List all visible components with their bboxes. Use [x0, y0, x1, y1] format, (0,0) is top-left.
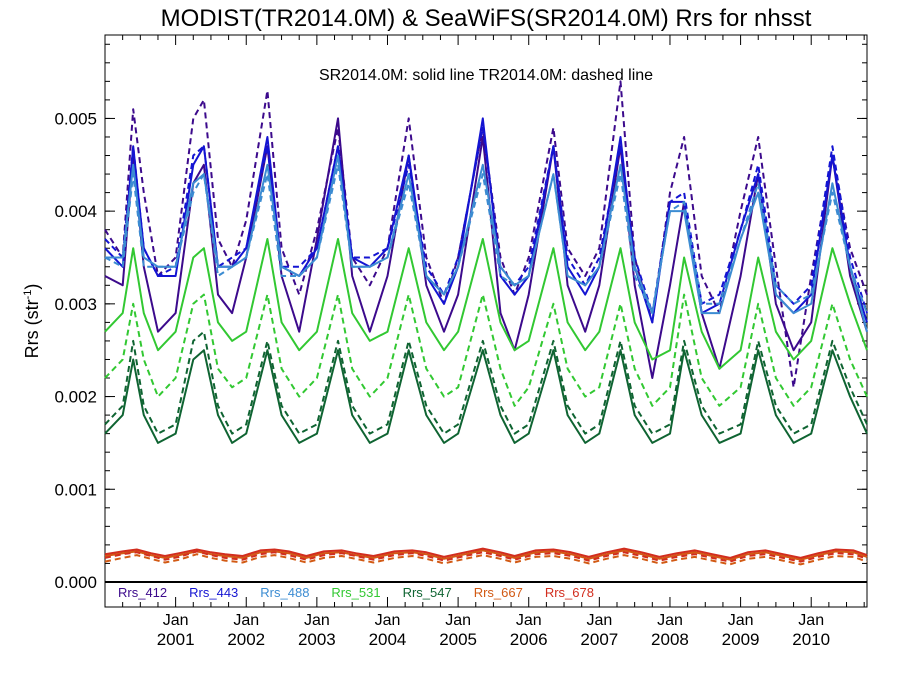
- x-tick-year-label: 2007: [580, 630, 618, 649]
- x-tick-month-label: Jan: [445, 612, 471, 629]
- y-tick-label: 0.004: [54, 202, 97, 221]
- series-line-rrs-547-solid: [104, 349, 868, 444]
- legend: Rrs_412 Rrs_443 Rrs_488 Rrs_531 Rrs_547 Rrs_6…: [118, 585, 594, 600]
- x-tick-year-label: 2002: [227, 630, 265, 649]
- plot-border: [104, 34, 868, 608]
- x-tick-year-label: 2008: [651, 630, 689, 649]
- series-line-rrs-547-dashed: [104, 330, 868, 435]
- y-axis-label-superscript: -1: [22, 290, 34, 300]
- y-axis-label: Rrs (str-1): [22, 284, 42, 359]
- series-line-rrs-412-dashed: [104, 80, 868, 389]
- x-tick-month-label: Jan: [516, 612, 542, 629]
- x-tick-month-label: Jan: [657, 612, 683, 629]
- x-tick-month-label: Jan: [798, 612, 824, 629]
- x-tick-year-label: 2005: [439, 630, 477, 649]
- y-tick-label: 0.000: [54, 573, 97, 592]
- x-tick-month-label: Jan: [586, 612, 612, 629]
- plot-frame: [104, 34, 868, 608]
- y-tick-label: 0.005: [54, 109, 97, 128]
- legend-entry: Rrs_412: [118, 585, 167, 600]
- x-tick-year-label: 2010: [792, 630, 830, 649]
- x-tick-month-label: Jan: [233, 612, 259, 629]
- x-tick-month-label: Jan: [375, 612, 401, 629]
- y-tick-label: 0.002: [54, 388, 97, 407]
- x-tick-year-label: 2009: [722, 630, 760, 649]
- series-line-rrs-443-dashed: [104, 126, 868, 315]
- series-line-rrs-531-dashed: [104, 293, 868, 407]
- x-tick-year-label: 2003: [298, 630, 336, 649]
- x-tick-month-label: Jan: [304, 612, 330, 629]
- x-tick-year-label: 2001: [157, 630, 195, 649]
- series-line-rrs-667-solid: [104, 549, 868, 561]
- x-axis: Jan2001Jan2002Jan2003Jan2004Jan2005Jan20…: [122, 35, 865, 649]
- series-line-rrs-678-solid: [104, 547, 868, 559]
- y-tick-label: 0.003: [54, 295, 97, 314]
- series-layer: [104, 80, 868, 566]
- legend-entry: Rrs_488: [260, 585, 309, 600]
- legend-entry: Rrs_531: [331, 585, 380, 600]
- y-tick-label: 0.001: [54, 480, 97, 499]
- legend-entry: Rrs_678: [545, 585, 594, 600]
- series-line-rrs-531-solid: [104, 238, 868, 370]
- chart-title: MODIST(TR2014.0M) & SeaWiFS(SR2014.0M) R…: [161, 5, 812, 32]
- legend-entry: Rrs_547: [403, 585, 452, 600]
- legend-entry: Rrs_667: [474, 585, 523, 600]
- y-axis-label-text: Rrs (str: [22, 299, 42, 358]
- y-axis-label-close: ): [22, 284, 42, 290]
- x-tick-month-label: Jan: [163, 612, 189, 629]
- y-axis: 0.000 0.001 0.002 0.003 0.004 0.005: [54, 43, 867, 592]
- x-tick-month-label: Jan: [728, 612, 754, 629]
- legend-entry: Rrs_443: [189, 585, 238, 600]
- x-tick-year-label: 2006: [510, 630, 548, 649]
- x-tick-year-label: 2004: [369, 630, 407, 649]
- line-style-annotation: SR2014.0M: solid line TR2014.0M: dashed …: [319, 67, 653, 84]
